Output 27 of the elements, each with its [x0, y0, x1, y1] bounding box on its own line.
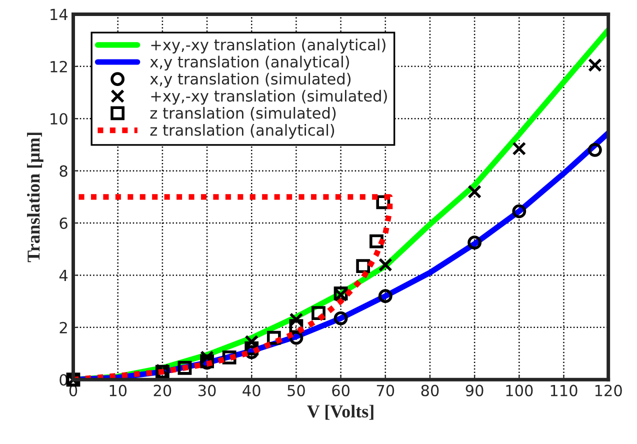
legend-label: x,y translation (analytical) [150, 56, 349, 71]
x-axis-title: V [Volts] [307, 404, 374, 420]
y-tick-label: 14 [50, 8, 68, 20]
x-tick-label: 40 [242, 384, 260, 396]
legend-label: z translation (analytical) [150, 124, 334, 139]
y-tick-label: 10 [50, 113, 68, 125]
x-tick-label: 100 [506, 384, 533, 396]
x-tick-label: 10 [110, 384, 127, 396]
x-tick-label: 80 [421, 384, 439, 396]
legend-label: x,y translation (simulated) [150, 72, 351, 88]
x-tick-label: 30 [198, 384, 216, 396]
y-tick-label: 2 [60, 322, 67, 334]
x-tick-label: 20 [154, 384, 172, 396]
legend-label: +xy,-xy translation (simulated) [151, 90, 387, 105]
legend-label: +xy,-xy translation (analytical) [151, 38, 386, 54]
x-tick-label: 60 [332, 384, 350, 396]
x-tick-label: 50 [288, 384, 305, 396]
y-tick-label: 6 [60, 217, 68, 230]
x-tick-label: 120 [595, 384, 622, 396]
legend-label: z translation (simulated) [150, 106, 336, 121]
y-tick-label: 4 [59, 270, 68, 282]
y-tick-label: 12 [50, 60, 67, 72]
y-axis-title: Translation [µm] [27, 132, 44, 262]
x-tick-label: 110 [550, 384, 578, 396]
x-tick-label: 70 [376, 384, 394, 396]
y-tick-label: 8 [60, 165, 68, 177]
x-tick-label: 90 [466, 384, 484, 396]
